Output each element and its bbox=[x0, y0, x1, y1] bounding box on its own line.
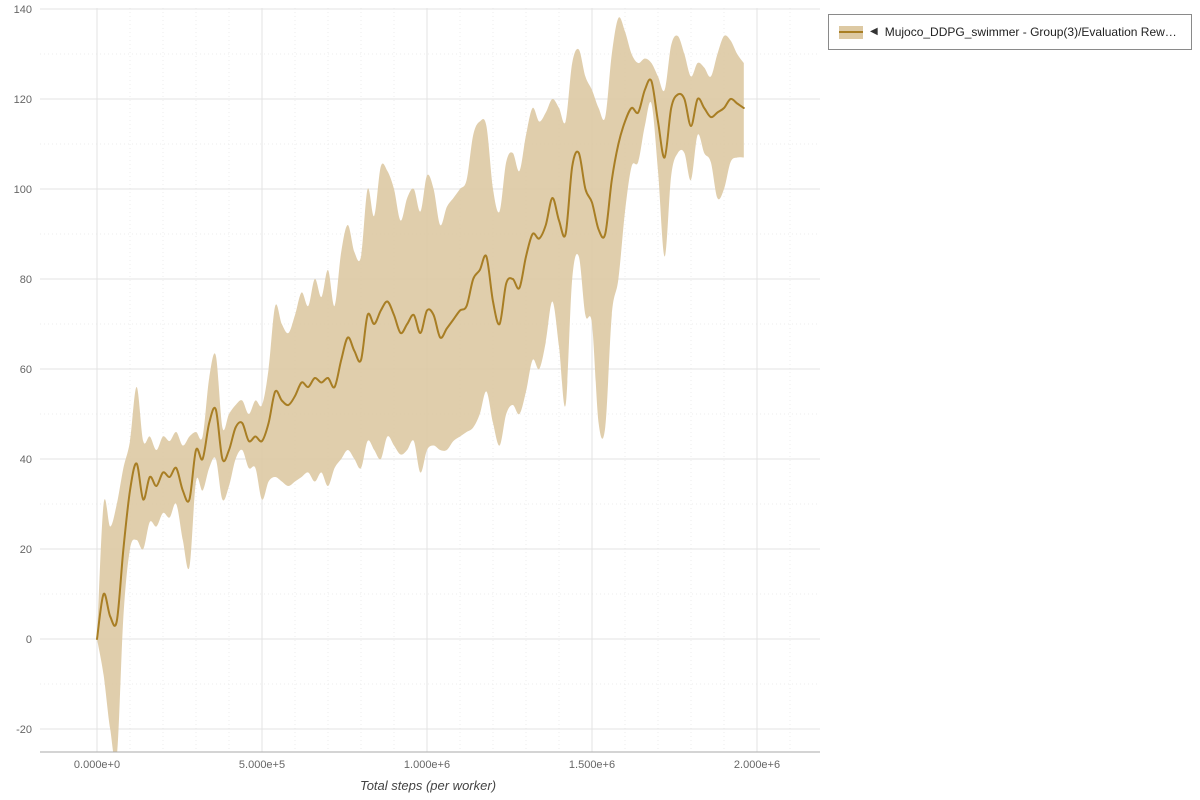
legend-series-label[interactable]: Mujoco_DDPG_swimmer - Group(3)/Evaluatio… bbox=[884, 25, 1181, 39]
confidence-band bbox=[97, 17, 744, 752]
y-tick-label: 60 bbox=[20, 364, 32, 376]
x-axis-title: Total steps (per worker) bbox=[360, 778, 496, 793]
x-tick-label: 0.000e+0 bbox=[74, 759, 120, 771]
y-tick-label: 100 bbox=[14, 184, 32, 196]
x-tick-label: 1.500e+6 bbox=[569, 759, 615, 771]
x-tick-labels: 0.000e+0 5.000e+5 1.000e+6 1.500e+6 2.000e+6 bbox=[74, 759, 780, 771]
y-tick-labels: -20 0 20 40 60 80 100 120 140 bbox=[14, 4, 32, 736]
grid-major-lines bbox=[40, 8, 820, 752]
series-line-icon bbox=[839, 30, 863, 34]
y-tick-label: -20 bbox=[16, 724, 32, 736]
y-tick-label: 40 bbox=[20, 454, 32, 466]
y-tick-label: 120 bbox=[14, 94, 32, 106]
legend[interactable]: ◀ Mujoco_DDPG_swimmer - Group(3)/Evaluat… bbox=[828, 14, 1192, 50]
x-tick-label: 5.000e+5 bbox=[239, 759, 285, 771]
y-tick-label: 80 bbox=[20, 274, 32, 286]
x-tick-label: 1.000e+6 bbox=[404, 759, 450, 771]
y-tick-label: 140 bbox=[14, 4, 32, 16]
y-tick-label: 0 bbox=[26, 634, 32, 646]
legend-collapse-icon[interactable]: ◀ bbox=[870, 26, 878, 37]
series-color-swatch-icon bbox=[839, 25, 863, 39]
y-tick-label: 20 bbox=[20, 544, 32, 556]
x-tick-label: 2.000e+6 bbox=[734, 759, 780, 771]
mean-reward-line bbox=[96, 78, 745, 640]
